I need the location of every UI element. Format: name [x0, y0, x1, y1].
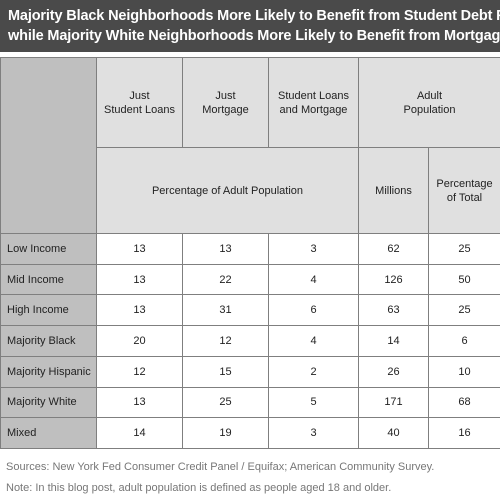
chart-title: Majority Black Neighborhoods More Likely… [0, 0, 500, 52]
table-cell: 6 [428, 325, 500, 357]
header-student-loans-and-mortgage: Student Loans and Mortgage [268, 56, 359, 149]
definition-note: Note: In this blog post, adult populatio… [6, 482, 392, 494]
table-row: Low Income 13 13 3 62 25 [0, 233, 500, 265]
table-cell: 16 [428, 417, 500, 449]
table-cell: 4 [268, 263, 359, 296]
table-row: Majority Black 20 12 4 14 6 [0, 325, 500, 357]
row-label: Low Income [0, 233, 97, 265]
table-cell: 5 [268, 386, 359, 419]
table-corner [0, 56, 97, 235]
table-cell: 14 [96, 417, 183, 449]
table-cell: 12 [182, 325, 269, 357]
table-cell: 63 [358, 294, 429, 327]
table-row: Majority White 13 25 5 171 68 [0, 386, 500, 419]
title-line-2: while Majority White Neighborhoods More … [8, 28, 500, 44]
table-cell: 126 [358, 263, 429, 296]
table-row: Majority Hispanic 12 15 2 26 10 [0, 355, 500, 388]
table-cell: 31 [182, 294, 269, 327]
table-cell: 15 [182, 355, 269, 388]
table-cell: 2 [268, 355, 359, 388]
header-just-student-loans: Just Student Loans [96, 56, 183, 149]
table-cell: 3 [268, 417, 359, 449]
table-row: Mid Income 13 22 4 126 50 [0, 263, 500, 296]
header-just-mortgage: Just Mortgage [182, 56, 269, 149]
table-cell: 50 [428, 263, 500, 296]
table-body: Low Income 13 13 3 62 25 Mid Income 13 22 4 126 50 H… [0, 233, 500, 449]
header-text: Adult [416, 89, 443, 102]
table-cell: 25 [428, 294, 500, 327]
sources-note: Sources: New York Fed Consumer Credit Pa… [6, 461, 435, 473]
table-cell: 20 [96, 325, 183, 357]
table-cell: 19 [182, 417, 269, 449]
table-cell: 13 [96, 233, 183, 265]
table-row: Mixed 14 19 3 40 16 [0, 417, 500, 449]
table-cell: 171 [358, 386, 429, 419]
row-label: Majority White [0, 386, 97, 419]
data-table: Just Student Loans Just Mortgage Student… [0, 56, 500, 449]
header-row-1: Just Student Loans Just Mortgage Student… [0, 56, 500, 235]
table-cell: 68 [428, 386, 500, 419]
table-cell: 6 [268, 294, 359, 327]
header-text: Mortgage [202, 103, 249, 116]
table-cell: 10 [428, 355, 500, 388]
table-cell: 13 [96, 294, 183, 327]
row-label: Majority Hispanic [0, 355, 97, 388]
header-text: and Mortgage [279, 103, 348, 116]
header-text: Percentage [436, 177, 493, 190]
header-millions: Millions [358, 147, 429, 235]
header-row-2: Percentage of Adult Population Millions … [1, 147, 500, 235]
header-text: Population [403, 103, 456, 116]
table-cell: 3 [268, 233, 359, 265]
row-label: High Income [0, 294, 97, 327]
table-cell: 25 [428, 233, 500, 265]
header-text: Just [215, 89, 236, 102]
table-cell: 13 [96, 386, 183, 419]
header-text: Student Loans [278, 89, 349, 102]
table-cell: 62 [358, 233, 429, 265]
table-cell: 12 [96, 355, 183, 388]
header-adult-population: Adult Population [358, 56, 500, 149]
title-line-1: Majority Black Neighborhoods More Likely… [8, 8, 500, 24]
header-text: Student Loans [104, 103, 175, 116]
table-cell: 26 [358, 355, 429, 388]
table-cell: 40 [358, 417, 429, 449]
row-label: Mid Income [0, 263, 97, 296]
table-cell: 13 [182, 233, 269, 265]
row-label: Majority Black [0, 325, 97, 357]
table-row: High Income 13 31 6 63 25 [0, 294, 500, 327]
table-cell: 4 [268, 325, 359, 357]
header-text: of Total [446, 191, 483, 204]
header-percentage-adult-population: Percentage of Adult Population [96, 147, 359, 235]
table-cell: 13 [96, 263, 183, 296]
table-cell: 25 [182, 386, 269, 419]
table-cell: 14 [358, 325, 429, 357]
header-percentage-of-total: Percentage of Total [428, 147, 500, 235]
header-text: Just [129, 89, 150, 102]
table-cell: 22 [182, 263, 269, 296]
row-label: Mixed [0, 417, 97, 449]
